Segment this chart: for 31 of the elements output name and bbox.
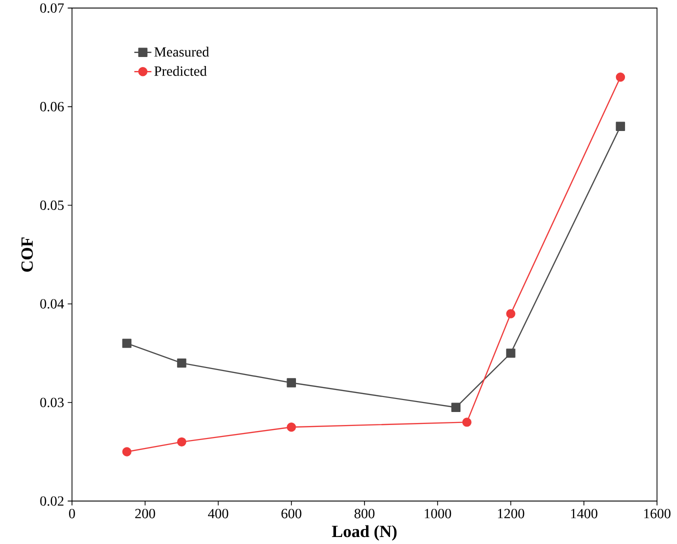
x-tick-label: 1600 (644, 508, 670, 518)
x-tick-label: 200 (135, 508, 156, 518)
y-tick-label: 0.02 (40, 496, 64, 506)
x-tick-label: 800 (354, 508, 374, 518)
point (506, 309, 516, 318)
y-tick-label: 0.06 (40, 102, 64, 112)
point (122, 447, 132, 456)
point (616, 122, 626, 132)
x-tick-label: 0 (69, 508, 75, 518)
legend-label: Predicted (154, 66, 207, 76)
point (177, 437, 186, 447)
y-tick-label: 0.03 (40, 398, 64, 408)
point (462, 418, 472, 427)
x-tick-label: 600 (281, 508, 302, 518)
y-tick-label: 0.07 (40, 3, 64, 13)
point (451, 402, 461, 412)
x-tick-label: 400 (208, 508, 228, 518)
point (286, 378, 296, 388)
y-tick-label: 0.05 (40, 200, 64, 210)
x-tick-label: 1200 (498, 508, 524, 518)
x-tick-label: 1400 (571, 508, 598, 518)
point (177, 358, 186, 368)
legend-label: Measured (154, 46, 210, 57)
point (616, 72, 626, 82)
point (506, 348, 516, 358)
point (122, 338, 132, 348)
y-axis-title: COF (21, 237, 33, 272)
y-tick-label: 0.04 (40, 299, 64, 309)
x-tick-label: 1000 (424, 508, 452, 518)
point (286, 422, 296, 432)
x-axis-title: Load (N) (332, 525, 397, 541)
